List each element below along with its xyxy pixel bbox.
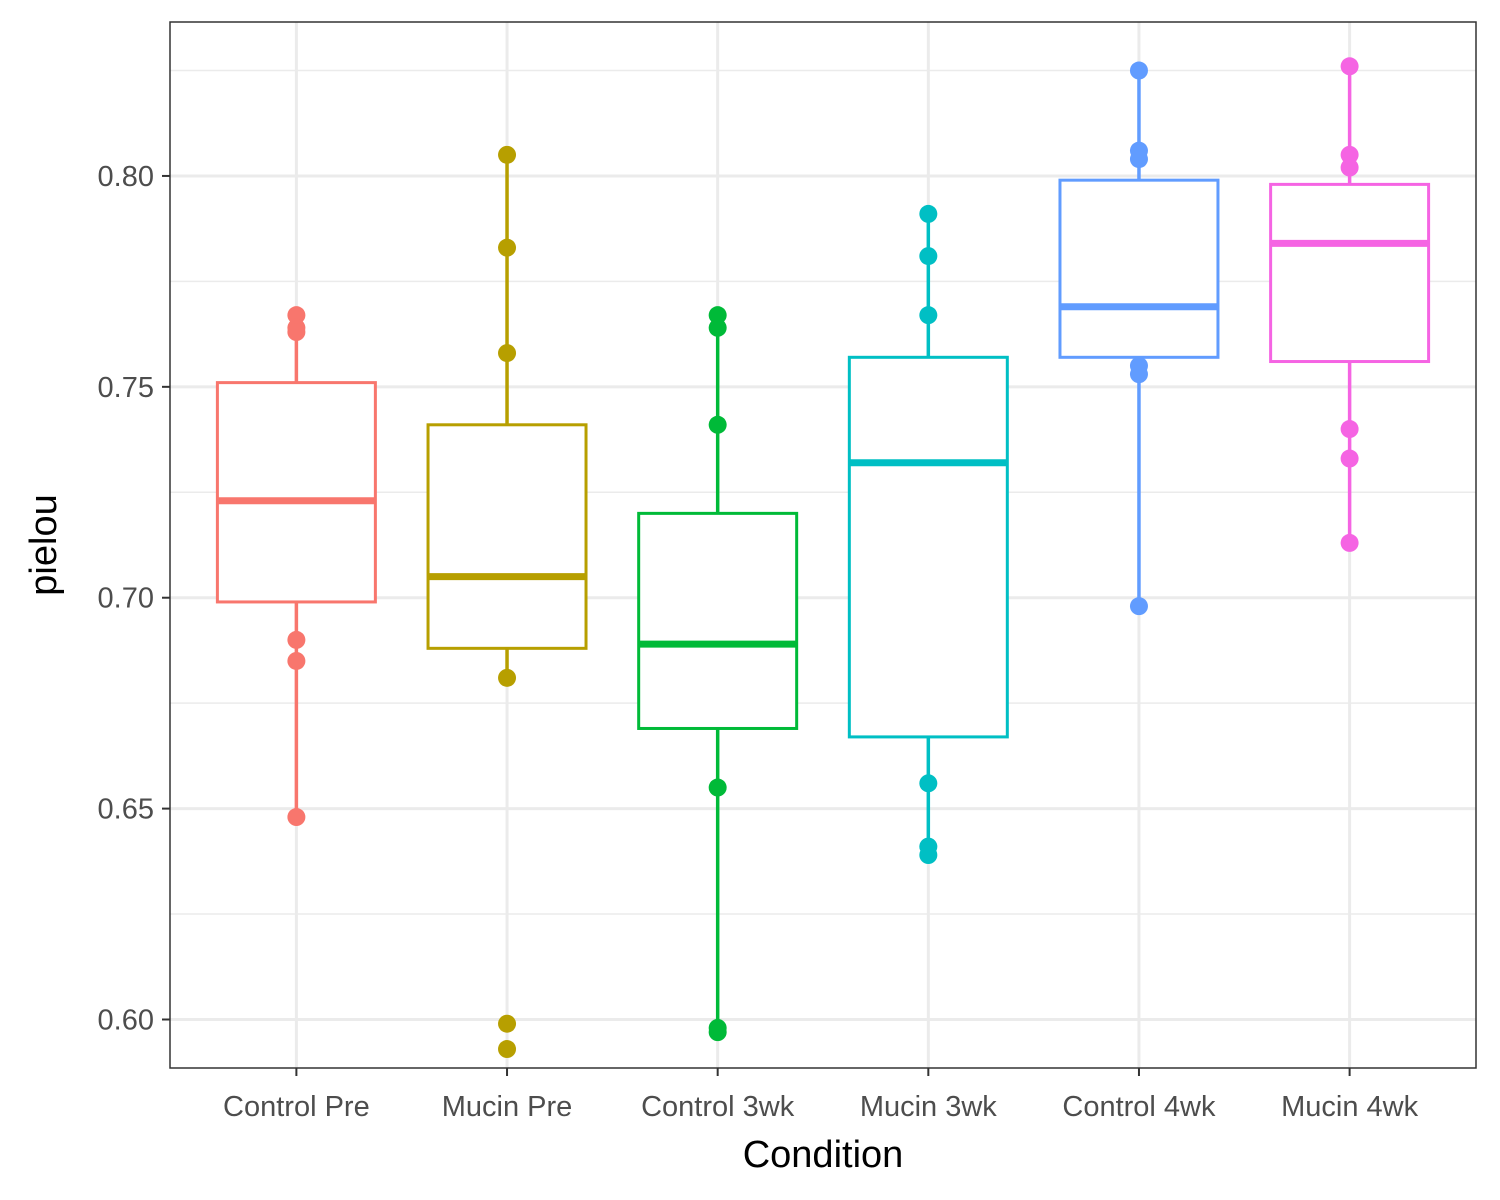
data-point (287, 808, 306, 827)
data-point (1340, 420, 1359, 439)
data-point (1129, 61, 1148, 80)
data-point (708, 318, 727, 337)
y-tick-label: 0.65 (98, 794, 154, 826)
box (1269, 182, 1431, 364)
data-point (919, 247, 938, 266)
boxplots (215, 57, 1431, 1059)
data-point (1340, 158, 1359, 177)
data-point (287, 630, 306, 649)
data-point (1340, 533, 1359, 552)
box (215, 381, 377, 604)
box (637, 511, 799, 730)
boxplot-control-4wk (1058, 61, 1220, 616)
data-point (498, 145, 517, 164)
data-point (919, 846, 938, 865)
data-point (1129, 597, 1148, 616)
box (847, 355, 1009, 739)
x-tick-label: Mucin 3wk (860, 1091, 997, 1123)
data-point (708, 415, 727, 434)
data-point (287, 651, 306, 670)
data-point (287, 323, 306, 342)
data-point (498, 238, 517, 257)
data-point (1129, 365, 1148, 384)
data-point (1129, 150, 1148, 169)
y-axis-title: pielou (23, 494, 65, 595)
data-point (1340, 57, 1359, 76)
x-tick-label: Control Pre (223, 1091, 370, 1123)
boxplot-mucin-4wk (1269, 57, 1431, 552)
x-axis-title: Condition (743, 1134, 904, 1176)
y-tick-label: 0.75 (98, 372, 154, 404)
data-point (919, 774, 938, 793)
data-point (1340, 145, 1359, 164)
box (1058, 178, 1220, 359)
y-tick-label: 0.70 (98, 583, 154, 615)
data-point (498, 344, 517, 363)
data-point (287, 306, 306, 325)
y-tick-label: 0.80 (98, 161, 154, 193)
boxplot-control-pre (215, 306, 377, 827)
boxplot-control-3wk (637, 306, 799, 1042)
data-point (708, 778, 727, 797)
x-tick-label: Control 3wk (641, 1091, 795, 1123)
data-point (1340, 449, 1359, 468)
panel-border (169, 21, 1477, 1069)
data-point (708, 306, 727, 325)
x-tick-label: Mucin Pre (442, 1091, 573, 1123)
x-axis: Control Pre Mucin Pre Control 3wk Mucin 3wk… (223, 1068, 1419, 1123)
y-axis: 0.60 0.65 0.70 0.75 0.80 (98, 161, 170, 1036)
x-tick-label: Control 4wk (1062, 1091, 1216, 1123)
data-point (708, 1023, 727, 1042)
boxplot-mucin-pre (426, 145, 588, 1059)
panel-background (170, 22, 1476, 1068)
data-point (919, 306, 938, 325)
data-point (919, 204, 938, 223)
data-point (498, 1040, 517, 1059)
data-point (498, 1014, 517, 1033)
box (426, 423, 588, 650)
boxplot-mucin-3wk (847, 204, 1009, 865)
x-tick-label: Mucin 4wk (1281, 1091, 1418, 1123)
minor-gridlines (170, 69, 1476, 915)
data-point (498, 668, 517, 687)
y-tick-label: 0.60 (98, 1004, 154, 1036)
